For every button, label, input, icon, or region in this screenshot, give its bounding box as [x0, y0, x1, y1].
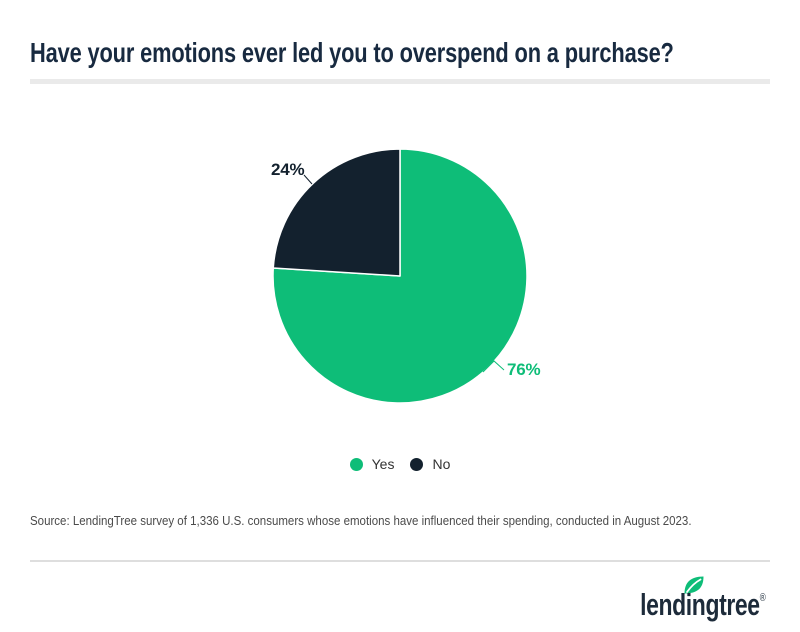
chart-legend: Yes No — [0, 456, 800, 472]
leader-line-yes — [482, 360, 505, 373]
lendingtree-logo: lendingtree® — [586, 574, 766, 620]
leader-line-no — [303, 174, 313, 185]
footer-divider — [30, 560, 770, 562]
registered-trademark: ® — [759, 592, 766, 604]
legend-swatch-yes-icon — [349, 457, 363, 471]
legend-swatch-no-icon — [410, 457, 424, 471]
legend-label-yes: Yes — [371, 456, 395, 472]
pie-slice-no[interactable] — [272, 148, 401, 277]
legend-item-yes[interactable]: Yes — [349, 456, 395, 472]
slice-label-no: 24% — [271, 160, 305, 179]
source-attribution: Source: LendingTree survey of 1,336 U.S.… — [30, 513, 692, 528]
leaf-icon — [684, 576, 704, 594]
title-underline-bar — [30, 79, 770, 84]
legend-item-no[interactable]: No — [410, 456, 450, 472]
legend-label-no: No — [432, 456, 451, 472]
chart-title: Have your emotions ever led you to overs… — [30, 37, 674, 68]
slice-label-yes: 76% — [507, 360, 541, 379]
logo-wordmark: lendingtree — [640, 587, 760, 622]
